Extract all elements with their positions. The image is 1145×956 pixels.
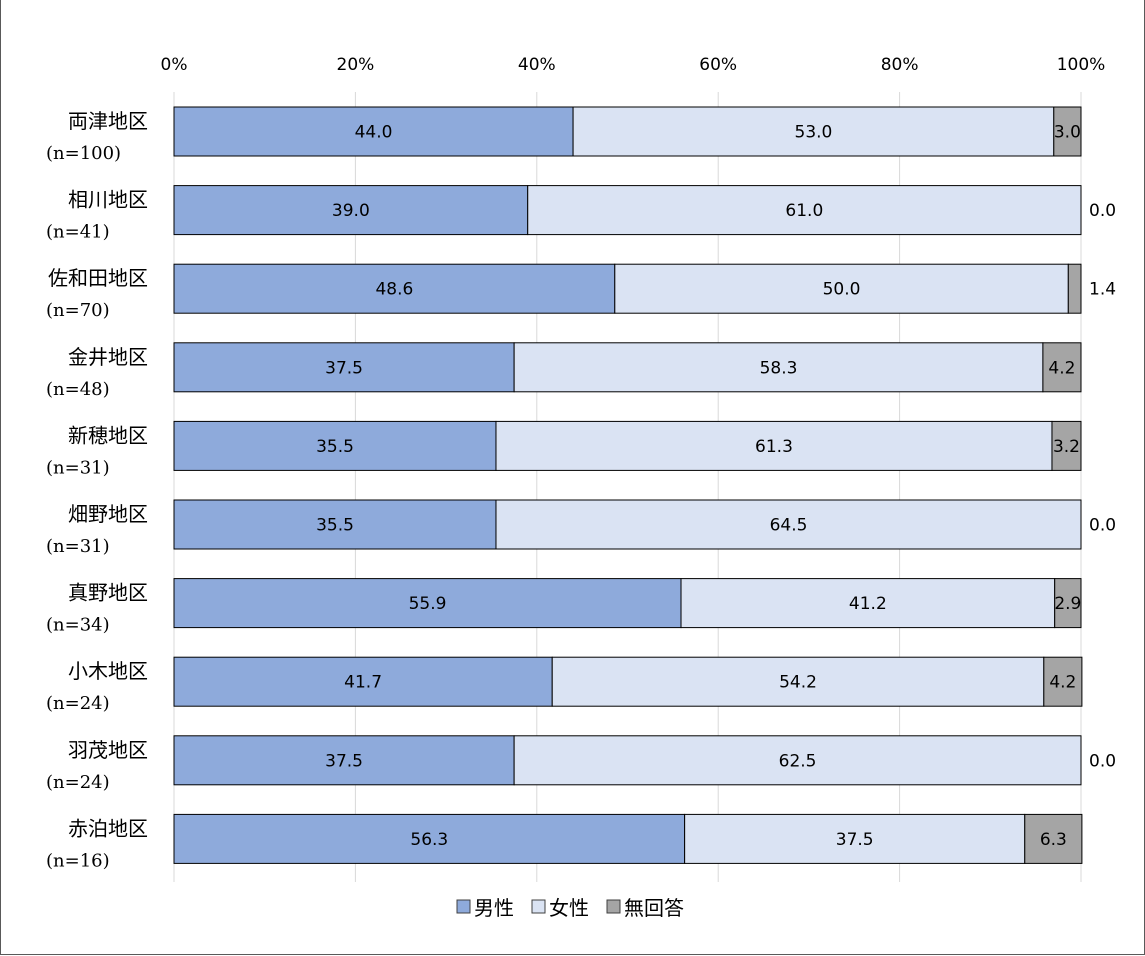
data-label: 61.3 (755, 437, 793, 457)
category-count: (n=100) (46, 143, 121, 164)
data-label: 41.7 (344, 673, 382, 693)
data-label: 37.5 (836, 830, 874, 850)
bar-segment (173, 185, 529, 236)
data-label: 56.3 (410, 830, 448, 850)
bar-segment (551, 656, 1045, 707)
category-count: (n=31) (46, 536, 110, 557)
bar-segment (513, 735, 1082, 786)
data-label: 44.0 (355, 123, 393, 143)
bar-segment (1024, 813, 1083, 864)
x-tick-label: 100% (1057, 55, 1106, 75)
bar-segment (1042, 342, 1082, 393)
data-label: 35.5 (316, 437, 354, 457)
category-name: 両津地区 (68, 109, 148, 133)
category-count: (n=24) (46, 693, 110, 714)
x-tick-label: 60% (699, 55, 737, 75)
bars: 44.0 53.0 3.0 39.0 61.0 0.0 48.6 50.0 1.4 37.5 58.… (173, 106, 1116, 864)
data-label: 54.2 (779, 673, 817, 693)
category-count: (n=70) (46, 300, 110, 321)
bar-segment (173, 263, 616, 314)
category-name: 新穂地区 (68, 423, 148, 447)
bar-segment (173, 578, 682, 629)
bar-segment (1051, 420, 1082, 471)
category-count: (n=24) (46, 772, 110, 793)
category-name: 羽茂地区 (68, 738, 148, 762)
legend-label: 無回答 (624, 896, 684, 920)
category-count: (n=34) (46, 615, 110, 636)
category-name: 赤泊地区 (68, 816, 148, 840)
x-tick-label: 40% (518, 55, 556, 75)
data-label: 4.2 (1048, 358, 1075, 378)
category-count: (n=16) (46, 850, 110, 871)
bar-segment (173, 420, 497, 471)
bar-segment (173, 342, 515, 393)
bar-segment (173, 499, 497, 550)
data-label: 6.3 (1040, 830, 1067, 850)
legend: 男性 女性 無回答 (456, 896, 684, 920)
bar-segment (1054, 578, 1082, 629)
x-axis-ticks: 0% 20% 40% 60% 80% 100% (161, 55, 1106, 75)
bar-segment (1043, 656, 1083, 707)
bar-segment (572, 106, 1055, 157)
data-label: 50.0 (823, 280, 861, 300)
legend-label: 男性 (474, 896, 514, 920)
category-name: 相川地区 (68, 188, 148, 212)
legend-swatch (531, 899, 546, 914)
data-label: 39.0 (332, 201, 370, 221)
x-tick-label: 0% (161, 55, 188, 75)
category-name: 真野地区 (68, 581, 148, 605)
category-name: 金井地区 (68, 345, 148, 369)
bar-segment (684, 813, 1026, 864)
bar-segment (527, 185, 1082, 236)
data-label: 2.9 (1054, 594, 1081, 614)
data-label: 0.0 (1089, 201, 1116, 221)
bar-segment (513, 342, 1044, 393)
category-count: (n=41) (46, 222, 110, 243)
bar-segment (1067, 263, 1082, 314)
bar-segment (173, 656, 553, 707)
data-label: 41.2 (849, 594, 887, 614)
legend-swatch (606, 899, 621, 914)
bar-segment (495, 499, 1082, 550)
data-label: 53.0 (795, 123, 833, 143)
category-name: 小木地区 (68, 659, 148, 683)
data-label: 3.2 (1053, 437, 1080, 457)
category-count: (n=31) (46, 457, 110, 478)
data-label: 1.4 (1089, 280, 1116, 300)
category-name: 佐和田地区 (48, 266, 148, 290)
bar-segment (614, 263, 1069, 314)
data-label: 64.5 (770, 516, 808, 536)
data-label: 3.0 (1054, 123, 1081, 143)
category-labels: 両津地区 (n=100) 相川地区 (n=41) 佐和田地区 (n=70) 金井地区 (n=4… (46, 109, 148, 871)
data-label: 35.5 (316, 516, 354, 536)
data-label: 48.6 (375, 280, 413, 300)
data-label: 37.5 (325, 751, 363, 771)
data-label: 0.0 (1089, 751, 1116, 771)
legend-label: 女性 (549, 896, 589, 920)
data-label: 61.0 (785, 201, 823, 221)
data-label: 55.9 (409, 594, 447, 614)
data-label: 37.5 (325, 358, 363, 378)
data-label: 0.0 (1089, 516, 1116, 536)
data-label: 58.3 (760, 358, 798, 378)
category-count: (n=48) (46, 379, 110, 400)
bar-segment (680, 578, 1056, 629)
x-tick-label: 20% (337, 55, 375, 75)
legend-swatch (456, 899, 471, 914)
data-label: 4.2 (1049, 673, 1076, 693)
bar-segment (495, 420, 1053, 471)
bar-segment (173, 813, 686, 864)
data-label: 62.5 (779, 751, 817, 771)
x-tick-label: 80% (881, 55, 919, 75)
bar-segment (1053, 106, 1082, 157)
category-name: 畑野地区 (68, 502, 148, 526)
